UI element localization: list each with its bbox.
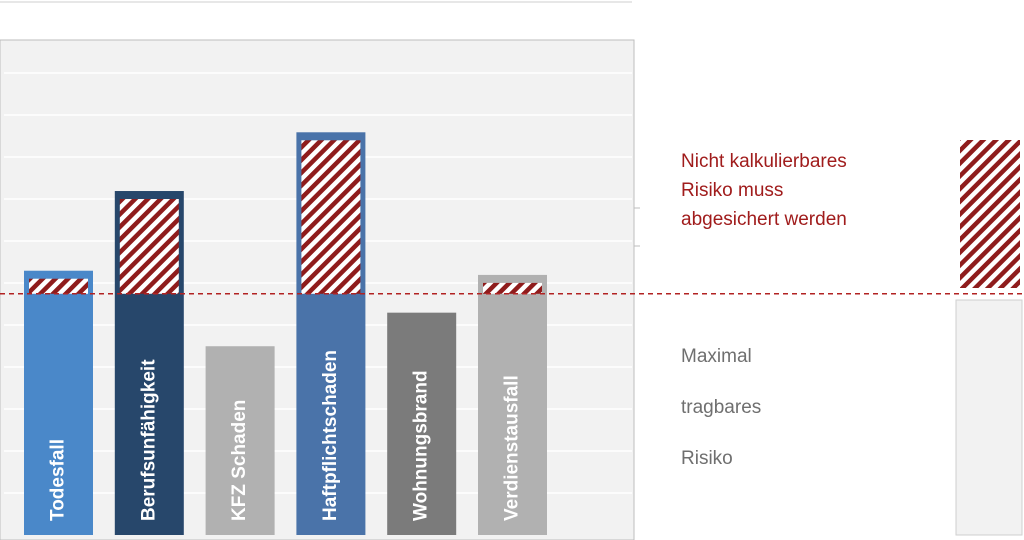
bar-label: Haftpflichtschaden	[320, 350, 341, 521]
hatch-segment	[29, 278, 88, 294]
bars: Todesfall Berufsunfähigkeit KFZ Schaden Haf…	[24, 132, 547, 535]
risk-label: Risiko muss	[681, 180, 783, 201]
risk-label: abgesichert werden	[681, 209, 847, 230]
bar	[24, 270, 93, 535]
hatch-segment	[483, 282, 542, 294]
capacity-label: Risiko	[681, 448, 733, 469]
bar-label: Verdienstausfall	[502, 375, 523, 521]
risk-swatch	[960, 140, 1020, 288]
bar-label: Berufsunfähigkeit	[138, 359, 159, 521]
bar	[478, 274, 547, 535]
bar-label: Wohnungsbrand	[411, 370, 432, 521]
hatch-segment	[301, 140, 361, 294]
risk-label: Nicht kalkulierbares	[681, 151, 847, 172]
bar	[387, 312, 457, 535]
bar-label: Todesfall	[48, 439, 69, 521]
hatch-segment	[119, 199, 179, 294]
bar-label: KFZ Schaden	[229, 400, 250, 521]
bar	[205, 346, 275, 535]
capacity-swatch	[955, 299, 1023, 536]
capacity-label: Maximal	[681, 346, 752, 367]
capacity-label: tragbares	[681, 397, 761, 418]
